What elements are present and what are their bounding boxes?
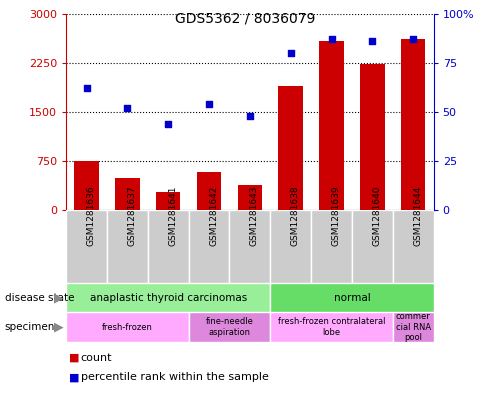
Bar bbox=[229, 210, 270, 283]
Bar bbox=[270, 283, 434, 312]
Bar bbox=[360, 64, 385, 210]
Bar bbox=[278, 86, 303, 210]
Text: GSM1281644: GSM1281644 bbox=[413, 186, 422, 246]
Point bbox=[205, 101, 213, 107]
Text: GSM1281642: GSM1281642 bbox=[209, 186, 218, 246]
Text: percentile rank within the sample: percentile rank within the sample bbox=[81, 372, 269, 382]
Text: GDS5362 / 8036079: GDS5362 / 8036079 bbox=[175, 12, 315, 26]
Text: ■: ■ bbox=[69, 353, 79, 363]
Text: fine-needle
aspiration: fine-needle aspiration bbox=[205, 318, 253, 337]
Bar bbox=[74, 161, 99, 210]
Point bbox=[368, 38, 376, 44]
Bar bbox=[66, 210, 434, 283]
Bar bbox=[148, 210, 189, 283]
Text: GSM1281636: GSM1281636 bbox=[87, 186, 96, 246]
Text: ▶: ▶ bbox=[54, 291, 64, 304]
Text: commer
cial RNA
pool: commer cial RNA pool bbox=[395, 312, 431, 342]
Text: disease state: disease state bbox=[5, 293, 74, 303]
Text: GSM1281638: GSM1281638 bbox=[291, 186, 300, 246]
Text: count: count bbox=[81, 353, 112, 363]
Point bbox=[123, 105, 131, 111]
Bar bbox=[189, 210, 229, 283]
Bar bbox=[352, 210, 393, 283]
Bar bbox=[270, 312, 393, 342]
Text: GSM1281641: GSM1281641 bbox=[168, 186, 177, 246]
Text: normal: normal bbox=[334, 293, 370, 303]
Bar bbox=[115, 178, 140, 210]
Bar bbox=[393, 210, 434, 283]
Bar bbox=[66, 210, 107, 283]
Text: anaplastic thyroid carcinomas: anaplastic thyroid carcinomas bbox=[90, 293, 247, 303]
Bar bbox=[270, 210, 311, 283]
Text: fresh-frozen contralateral
lobe: fresh-frozen contralateral lobe bbox=[278, 318, 385, 337]
Bar bbox=[107, 210, 148, 283]
Text: GSM1281643: GSM1281643 bbox=[250, 186, 259, 246]
Point bbox=[246, 113, 254, 119]
Text: GSM1281640: GSM1281640 bbox=[372, 186, 381, 246]
Point bbox=[164, 121, 172, 127]
Text: specimen: specimen bbox=[5, 322, 55, 332]
Bar bbox=[66, 312, 189, 342]
Bar bbox=[238, 185, 262, 210]
Text: fresh-frozen: fresh-frozen bbox=[102, 323, 153, 332]
Bar bbox=[66, 283, 270, 312]
Bar bbox=[311, 210, 352, 283]
Text: GSM1281639: GSM1281639 bbox=[332, 186, 341, 246]
Bar bbox=[197, 172, 221, 210]
Point bbox=[287, 50, 294, 56]
Text: ■: ■ bbox=[69, 372, 79, 382]
Bar bbox=[319, 41, 344, 210]
Point bbox=[83, 85, 91, 92]
Point bbox=[328, 36, 336, 42]
Text: ▶: ▶ bbox=[54, 321, 64, 334]
Bar bbox=[156, 192, 180, 210]
Point bbox=[409, 36, 417, 42]
Bar bbox=[393, 312, 434, 342]
Text: GSM1281637: GSM1281637 bbox=[127, 186, 136, 246]
Bar bbox=[401, 39, 425, 210]
Bar bbox=[189, 312, 270, 342]
